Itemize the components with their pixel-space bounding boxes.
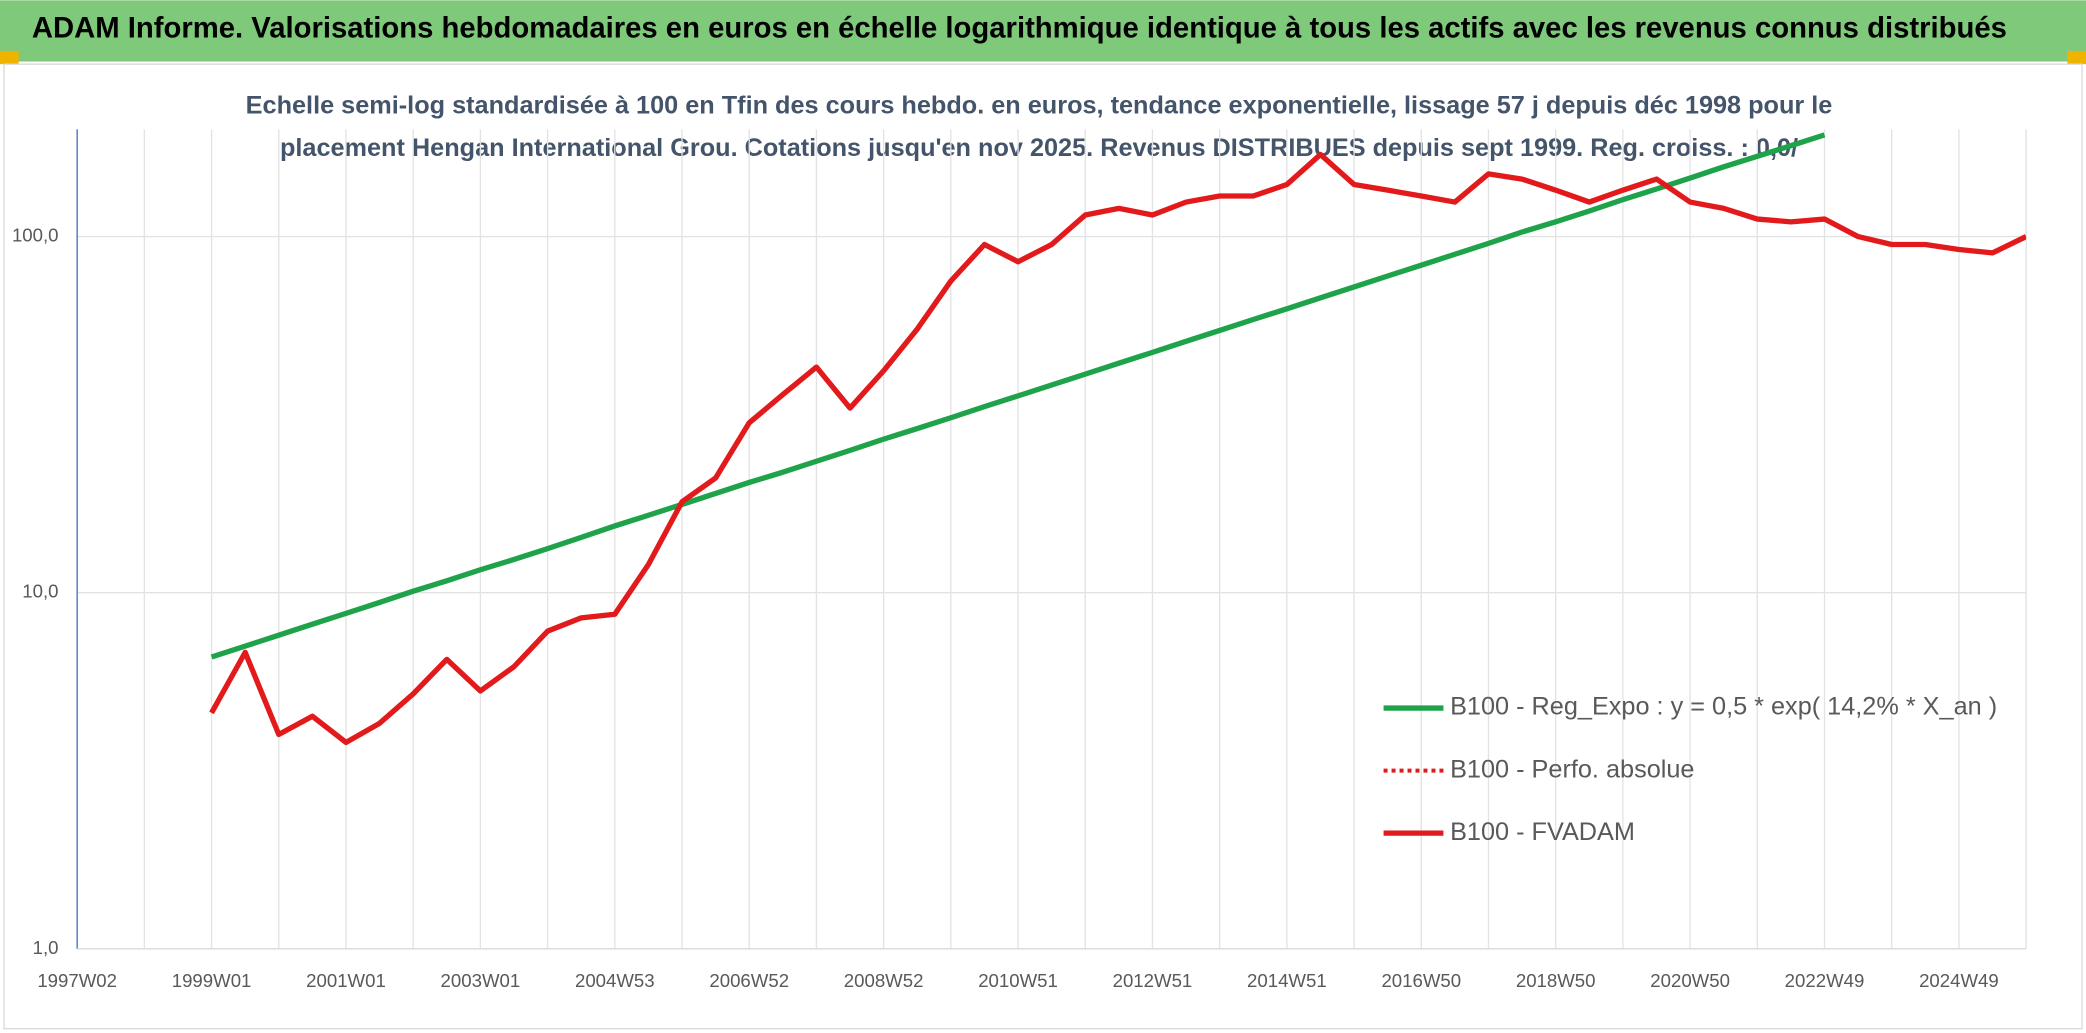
legend: B100 - Reg_Expo : y = 0,5 * exp( 14,2% *… — [1383, 693, 1997, 846]
x-tick-label: 2016W50 — [1381, 970, 1461, 991]
x-tick-label: 2008W52 — [844, 970, 924, 991]
x-tick-label: 1997W02 — [37, 970, 117, 991]
corner — [2067, 50, 2086, 65]
chart-title: ADAM Informe. Valorisations hebdomadaire… — [32, 12, 2007, 44]
plot-area — [209, 132, 2027, 746]
legend-label: B100 - Reg_Expo : y = 0,5 * exp( 14,2% *… — [1450, 693, 1997, 721]
x-tick-label: 2003W01 — [441, 970, 521, 991]
subtitle: Echelle semi-log standardisée à 100 en T… — [246, 91, 1833, 119]
x-tick-label: 2014W51 — [1247, 970, 1327, 991]
y-tick-label: 10,0 — [22, 581, 58, 602]
subtitle: placement Hengan International Grou. Cot… — [280, 134, 1798, 162]
series-line — [209, 151, 2027, 746]
grid: 1,0 10,0 100,0 1997W02 1999W01 2001W01 2003W01… — [12, 129, 2027, 991]
title-banner — [0, 0, 2086, 62]
x-tick-label: 2010W51 — [978, 970, 1058, 991]
y-tick-label: 1,0 — [33, 937, 59, 958]
x-tick-label: 2001W01 — [306, 970, 386, 991]
x-tick-label: 2020W50 — [1650, 970, 1730, 991]
x-tick-label: 2006W52 — [709, 970, 789, 991]
y-tick-label: 100,0 — [12, 224, 59, 245]
x-tick-label: 2024W49 — [1919, 970, 1999, 991]
x-tick-label: 1999W01 — [172, 970, 252, 991]
x-tick-label: 2004W53 — [575, 970, 655, 991]
x-tick-label: 2022W49 — [1785, 970, 1865, 991]
x-tick-label: 2012W51 — [1113, 970, 1193, 991]
series-line — [210, 132, 1826, 660]
corner — [0, 50, 19, 65]
legend-label: B100 - FVADAM — [1450, 818, 1635, 846]
legend-label: B100 - Perfo. absolue — [1450, 755, 1694, 783]
chart-frame — [3, 63, 2083, 1030]
x-tick-label: 2018W50 — [1516, 970, 1596, 991]
